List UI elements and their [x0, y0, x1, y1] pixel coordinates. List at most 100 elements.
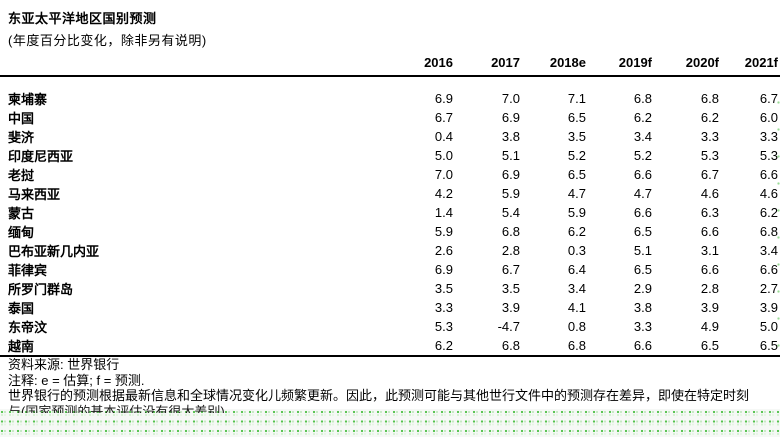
- value-cell: 3.8: [501, 129, 520, 144]
- value-cell: 6.4: [567, 262, 586, 277]
- value-cell: 6.5: [633, 262, 652, 277]
- value-cell: 4.7: [567, 186, 586, 201]
- table-footer: 资料来源: 世界银行 注释: e = 估算; f = 预测.: [0, 357, 780, 388]
- page-subtitle: (年度百分比变化，除非另有说明): [8, 33, 207, 48]
- value-cell: 6.6: [700, 224, 719, 239]
- table-row: 马来西亚 4.2 5.9 4.7 4.7 4.6 4.6: [0, 184, 780, 203]
- value-cell: 0.3: [567, 243, 586, 258]
- value-cell: 1.4: [434, 205, 453, 220]
- country-cell: 蒙古: [8, 206, 35, 221]
- value-cell: 5.3: [700, 148, 719, 163]
- value-cell: 6.6: [759, 262, 778, 277]
- value-cell: 5.2: [633, 148, 652, 163]
- year-header: 2021f: [721, 53, 780, 77]
- value-cell: 6.3: [700, 205, 719, 220]
- value-cell: 6.0: [759, 110, 778, 125]
- value-cell: 6.8: [522, 336, 588, 357]
- value-cell: 6.8: [759, 224, 778, 239]
- country-cell: 柬埔寨: [8, 92, 48, 107]
- country-cell: 菲律宾: [8, 263, 48, 278]
- value-cell: 6.8: [633, 91, 652, 106]
- value-cell: 6.7: [501, 262, 520, 277]
- year-header-row: 2016 2017 2018e 2019f 2020f 2021f: [0, 53, 780, 77]
- table-row: 柬埔寨 6.9 7.0 7.1 6.8 6.8 6.7: [0, 76, 780, 108]
- value-cell: 0.8: [567, 319, 586, 334]
- value-cell: 4.7: [633, 186, 652, 201]
- value-cell: 6.7: [759, 91, 778, 106]
- value-cell: 0.4: [434, 129, 453, 144]
- value-cell: 7.0: [434, 167, 453, 182]
- value-cell: 3.3: [633, 319, 652, 334]
- value-cell: -4.7: [497, 319, 520, 334]
- value-cell: 6.6: [633, 205, 652, 220]
- value-cell: 2.8: [501, 243, 520, 258]
- disclaimer-text: 世界银行的预测根据最新信息和全球情况变化儿频繁更新。因此，此预测可能与其他世行文…: [8, 388, 750, 403]
- value-cell: 3.8: [633, 300, 652, 315]
- value-cell: 7.1: [567, 91, 586, 106]
- country-cell: 斐济: [8, 130, 35, 145]
- value-cell: 6.9: [501, 167, 520, 182]
- value-cell: 6.8: [455, 336, 522, 357]
- value-cell: 3.9: [501, 300, 520, 315]
- value-cell: 5.4: [501, 205, 520, 220]
- value-cell: 4.2: [434, 186, 453, 201]
- clipped-bottom-zone: 与(国家预测的基本评估没有很大差别): [0, 404, 780, 437]
- value-cell: 6.6: [700, 262, 719, 277]
- value-cell: 3.4: [567, 281, 586, 296]
- value-cell: 3.5: [434, 281, 453, 296]
- country-cell: 马来西亚: [8, 187, 61, 202]
- value-cell: 6.7: [434, 110, 453, 125]
- value-cell: 3.3: [759, 129, 778, 144]
- value-cell: 6.2: [700, 110, 719, 125]
- legend-note: 注释: e = 估算; f = 预测.: [8, 372, 145, 388]
- value-cell: 6.6: [588, 336, 654, 357]
- value-cell: 6.2: [388, 336, 455, 357]
- value-cell: 6.8: [700, 91, 719, 106]
- table-row: 东帝汶 5.3 -4.7 0.8 3.3 4.9 5.0: [0, 317, 780, 336]
- value-cell: 6.5: [633, 224, 652, 239]
- value-cell: 2.8: [700, 281, 719, 296]
- value-cell: 5.2: [567, 148, 586, 163]
- value-cell: 6.9: [434, 262, 453, 277]
- value-cell: 6.7: [700, 167, 719, 182]
- value-cell: 2.9: [633, 281, 652, 296]
- value-cell: 5.3: [759, 148, 778, 163]
- value-cell: 3.5: [501, 281, 520, 296]
- value-cell: 5.0: [759, 319, 778, 334]
- value-cell: 3.9: [700, 300, 719, 315]
- value-cell: 3.3: [434, 300, 453, 315]
- value-cell: 7.0: [501, 91, 520, 106]
- year-header: 2018e: [522, 53, 588, 77]
- country-cell: 老挝: [8, 168, 35, 183]
- value-cell: 6.5: [721, 336, 780, 357]
- value-cell: 5.1: [501, 148, 520, 163]
- country-cell: 巴布亚新几内亚: [8, 244, 100, 259]
- table-row: 所罗门群岛 3.5 3.5 3.4 2.9 2.8 2.7: [0, 279, 780, 298]
- value-cell: 5.3: [434, 319, 453, 334]
- table-row: 印度尼西亚 5.0 5.1 5.2 5.2 5.3 5.3: [0, 146, 780, 165]
- year-header: 2017: [455, 53, 522, 77]
- table-row: 越南 6.2 6.8 6.8 6.6 6.5 6.5: [0, 336, 780, 357]
- table-row: 中国 6.7 6.9 6.5 6.2 6.2 6.0: [0, 108, 780, 127]
- value-cell: 4.9: [700, 319, 719, 334]
- value-cell: 3.4: [759, 243, 778, 258]
- table-row: 缅甸 5.9 6.8 6.2 6.5 6.6 6.8: [0, 222, 780, 241]
- value-cell: 6.5: [567, 167, 586, 182]
- country-cell: 泰国: [8, 301, 35, 316]
- value-cell: 3.9: [759, 300, 778, 315]
- value-cell: 6.9: [434, 91, 453, 106]
- value-cell: 4.6: [700, 186, 719, 201]
- green-dot-pattern: [0, 408, 780, 437]
- country-cell: 东帝汶: [8, 320, 48, 335]
- source-note: 资料来源: 世界银行: [8, 357, 120, 372]
- country-header-empty: [0, 53, 388, 77]
- value-cell: 5.1: [633, 243, 652, 258]
- value-cell: 6.2: [633, 110, 652, 125]
- country-cell: 中国: [8, 111, 35, 126]
- value-cell: 6.2: [759, 205, 778, 220]
- year-header: 2020f: [654, 53, 721, 77]
- table-row: 蒙古 1.4 5.4 5.9 6.6 6.3 6.2: [0, 203, 780, 222]
- value-cell: 2.7: [759, 281, 778, 296]
- right-edge-dot-artifacts: [777, 100, 780, 366]
- table-row: 巴布亚新几内亚 2.6 2.8 0.3 5.1 3.1 3.4: [0, 241, 780, 260]
